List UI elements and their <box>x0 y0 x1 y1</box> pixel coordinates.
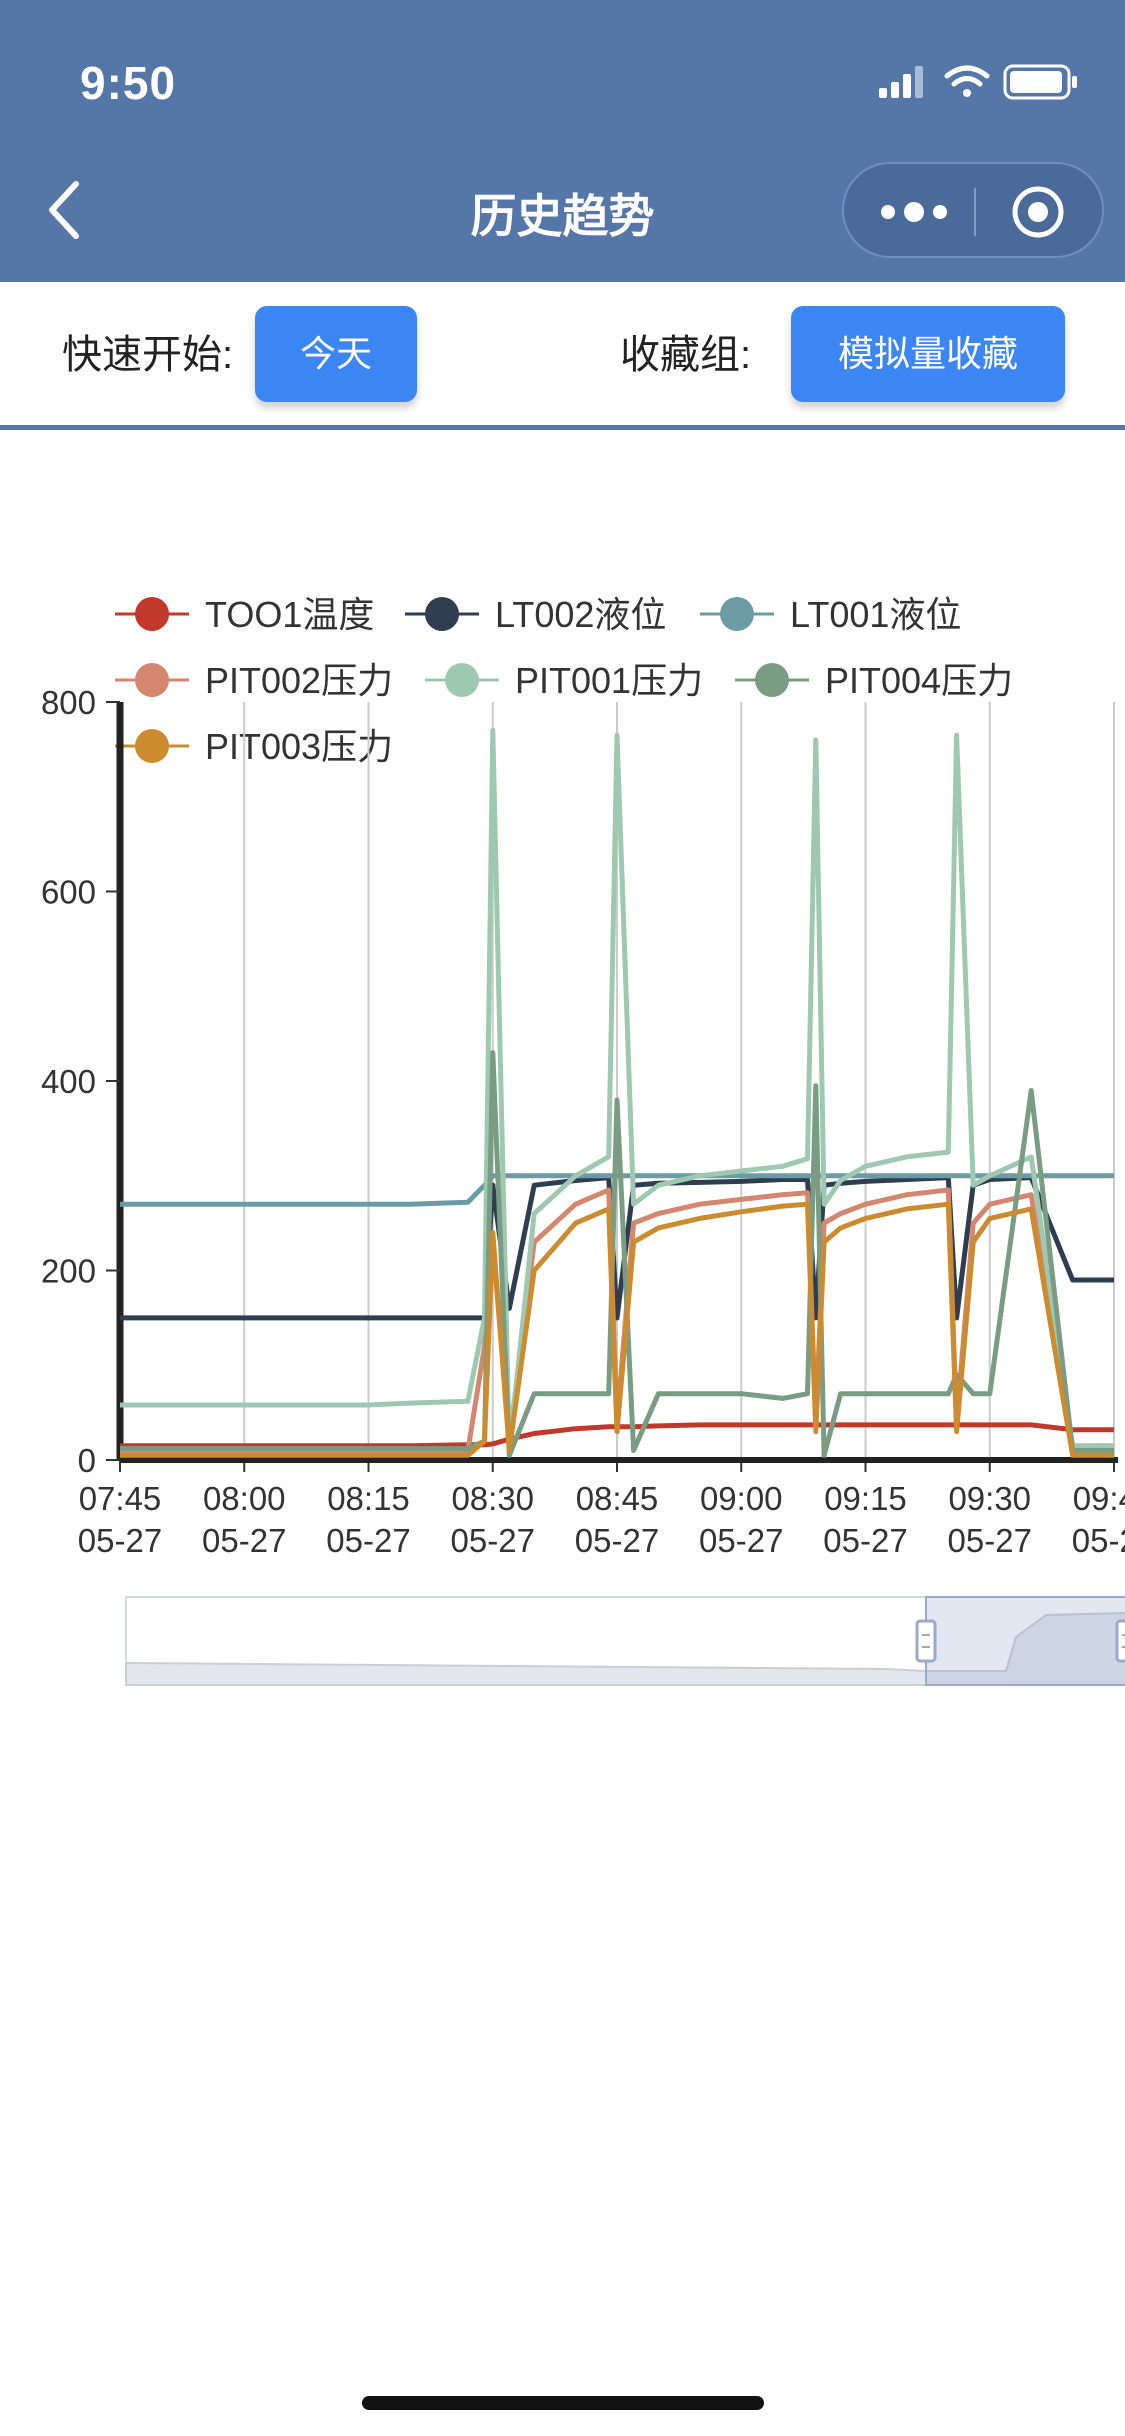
quick-start-button[interactable]: 今天 <box>255 306 417 402</box>
zoom-handle[interactable] <box>1115 1619 1125 1663</box>
legend-item[interactable]: PIT002压力 <box>115 660 393 701</box>
x-tick-label: 08:00 <box>203 1480 286 1517</box>
close-target-icon[interactable] <box>1010 184 1066 240</box>
x-tick-label: 09:30 <box>948 1480 1031 1517</box>
x-tick-date: 05-27 <box>823 1522 907 1559</box>
legend-marker <box>755 663 789 697</box>
legend-marker <box>425 597 459 631</box>
more-icon[interactable] <box>874 192 954 232</box>
y-tick-label: 600 <box>41 874 96 911</box>
x-tick-date: 05-27 <box>699 1522 783 1559</box>
legend-marker <box>445 663 479 697</box>
legend-marker <box>720 597 754 631</box>
legend-label: LT002液位 <box>495 594 666 635</box>
y-axis: 0 200 400 600 800 <box>41 684 124 1479</box>
chart-series <box>120 727 1114 1458</box>
favorite-group-label: 收藏组: <box>620 333 752 377</box>
series-line <box>120 1175 1114 1321</box>
x-tick-date: 05-27 <box>948 1522 1032 1559</box>
navigation-bar: 9:50 历史趋势 <box>0 0 1125 282</box>
x-tick-label: 09:45 <box>1073 1480 1125 1517</box>
legend-label: TOO1温度 <box>205 594 374 635</box>
legend-item[interactable]: TOO1温度 <box>115 594 374 635</box>
cellular-signal-icon <box>879 66 923 98</box>
x-tick-date: 05-27 <box>202 1522 286 1559</box>
legend-label: PIT004压力 <box>825 660 1013 701</box>
back-arrow-icon[interactable] <box>40 170 100 250</box>
legend-label: LT001液位 <box>790 594 961 635</box>
trend-chart: TOO1温度 LT002液位 LT001液位 PIT002压力 PIT001压力 PIT0… <box>41 594 1125 1686</box>
legend-label: PIT001压力 <box>515 660 703 701</box>
legend-item[interactable]: PIT003压力 <box>115 726 393 767</box>
x-tick-date: 05-27 <box>326 1522 410 1559</box>
filter-row: 快速开始: 今天 收藏组: 模拟量收藏 <box>0 282 1125 430</box>
wifi-icon <box>944 65 990 97</box>
legend-item[interactable]: PIT001压力 <box>425 660 703 701</box>
legend-item[interactable]: LT001液位 <box>700 594 961 635</box>
battery-icon <box>1003 64 1077 100</box>
series-line <box>120 727 1114 1453</box>
x-tick-label: 08:15 <box>327 1480 410 1517</box>
mini-program-capsule <box>842 162 1104 258</box>
capsule-divider <box>974 188 976 236</box>
x-tick-date: 05-27 <box>451 1522 535 1559</box>
data-zoom-slider[interactable] <box>125 1596 1125 1686</box>
y-tick-label: 400 <box>41 1063 96 1100</box>
legend-label: PIT002压力 <box>205 660 393 701</box>
zoom-handle[interactable] <box>915 1619 937 1663</box>
home-indicator <box>362 2396 764 2410</box>
x-tick-date: 05-27 <box>78 1522 162 1559</box>
x-tick-label: 08:30 <box>451 1480 534 1517</box>
zoom-preview <box>125 1612 1125 1686</box>
x-axis: 07:45 05-27 08:00 05-27 08:15 05-27 08:30 05-27… <box>78 1457 1125 1559</box>
x-tick-date: 05-27 <box>1072 1522 1125 1559</box>
x-tick-label: 09:15 <box>824 1480 907 1517</box>
legend-marker <box>135 729 169 763</box>
favorite-group-button[interactable]: 模拟量收藏 <box>791 306 1065 402</box>
legend-label: PIT003压力 <box>205 726 393 767</box>
status-time: 9:50 <box>80 57 177 109</box>
x-tick-label: 09:00 <box>700 1480 783 1517</box>
y-tick-label: 0 <box>78 1442 96 1479</box>
zoom-window[interactable] <box>925 1596 1125 1686</box>
page-title: 历史趋势 <box>470 190 655 242</box>
x-tick-label: 08:45 <box>576 1480 659 1517</box>
y-tick-label: 200 <box>41 1253 96 1290</box>
legend-item[interactable]: PIT004压力 <box>735 660 1013 701</box>
quick-start-label: 快速开始: <box>62 333 234 377</box>
x-tick-date: 05-27 <box>575 1522 659 1559</box>
legend-item[interactable]: LT002液位 <box>405 594 666 635</box>
series-line <box>120 1201 1114 1458</box>
y-tick-label: 800 <box>41 684 96 721</box>
x-tick-label: 07:45 <box>79 1480 162 1517</box>
status-icons <box>879 64 1077 100</box>
chart-legend: TOO1温度 LT002液位 LT001液位 PIT002压力 PIT001压力 PIT0… <box>115 594 1013 767</box>
legend-marker <box>135 663 169 697</box>
legend-marker <box>135 597 169 631</box>
